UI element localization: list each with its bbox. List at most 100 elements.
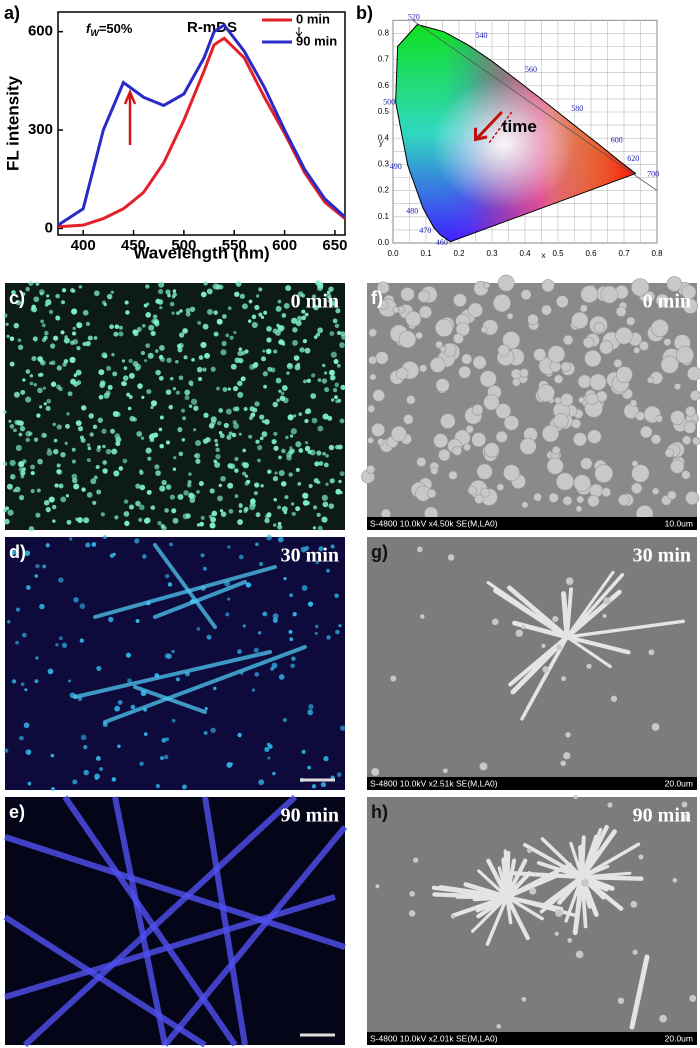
particle xyxy=(128,504,135,510)
particle xyxy=(285,435,289,440)
crystal xyxy=(73,650,272,699)
particle xyxy=(132,329,138,335)
sphere xyxy=(483,394,500,411)
particle xyxy=(218,483,223,488)
particle xyxy=(55,293,60,299)
particle xyxy=(164,754,169,760)
sphere xyxy=(435,340,443,349)
particle xyxy=(89,432,94,437)
particle xyxy=(27,781,32,786)
particle xyxy=(184,389,191,396)
particle xyxy=(253,362,259,368)
particle xyxy=(328,286,334,292)
particle xyxy=(152,314,158,320)
needle xyxy=(564,589,622,640)
cie-wavelength: 500 xyxy=(383,98,395,107)
particle xyxy=(275,305,282,312)
sphere xyxy=(417,290,430,303)
particle xyxy=(185,513,191,519)
particle xyxy=(75,420,82,427)
sphere xyxy=(552,615,559,623)
particle xyxy=(155,470,161,476)
sphere xyxy=(484,442,500,458)
particle xyxy=(128,395,133,399)
particle xyxy=(334,382,340,388)
particle xyxy=(124,300,129,305)
particle xyxy=(13,322,20,329)
particle xyxy=(100,512,105,517)
particle xyxy=(275,377,282,384)
particle xyxy=(171,295,176,299)
particle xyxy=(197,376,203,382)
particle xyxy=(31,356,37,362)
particle xyxy=(291,511,296,517)
particle xyxy=(257,631,262,635)
particle xyxy=(166,653,172,659)
particle xyxy=(235,281,242,287)
sphere xyxy=(650,319,669,337)
sphere xyxy=(676,346,694,364)
particle xyxy=(61,288,67,293)
particle xyxy=(20,474,25,479)
x-tick-label: 450 xyxy=(121,237,146,254)
particle xyxy=(55,643,59,647)
particle xyxy=(71,447,76,452)
particle xyxy=(340,331,346,337)
sphere xyxy=(467,485,478,496)
particle xyxy=(175,677,180,682)
particle xyxy=(311,294,317,299)
particle xyxy=(105,448,112,455)
particle xyxy=(286,371,290,375)
particle xyxy=(43,402,47,406)
particle xyxy=(278,674,285,680)
particle xyxy=(266,742,271,747)
sphere xyxy=(461,353,473,365)
particle xyxy=(285,285,292,292)
particle xyxy=(209,488,215,494)
particle xyxy=(2,461,8,467)
particle xyxy=(18,467,23,472)
particle xyxy=(143,732,148,736)
particle xyxy=(96,489,102,495)
particle xyxy=(219,509,224,513)
sphere xyxy=(635,411,645,421)
crystal-fiber xyxy=(22,794,298,1048)
particle xyxy=(287,414,294,421)
particle xyxy=(330,398,335,402)
cie-x-label: x xyxy=(542,251,546,260)
crystal xyxy=(153,543,217,629)
particle xyxy=(267,366,273,372)
sphere xyxy=(371,423,386,437)
particle xyxy=(312,526,317,530)
particle xyxy=(101,352,108,359)
particle xyxy=(42,564,47,569)
particle xyxy=(292,327,298,333)
particle xyxy=(140,436,145,440)
sphere xyxy=(419,364,428,373)
needle xyxy=(486,858,510,900)
panel-label: b) xyxy=(356,3,373,23)
particle xyxy=(15,640,19,645)
cie-wavelength: 460 xyxy=(436,238,448,247)
time-arrow xyxy=(474,110,503,142)
sphere xyxy=(377,438,385,446)
particle xyxy=(178,451,184,457)
particle xyxy=(87,446,92,451)
particle xyxy=(103,302,107,307)
particle xyxy=(266,337,272,343)
particle xyxy=(218,408,224,413)
panel-label: f) xyxy=(371,288,383,308)
sphere xyxy=(533,492,542,502)
sphere xyxy=(575,950,584,959)
particle xyxy=(56,365,62,371)
particle xyxy=(215,453,221,460)
particle xyxy=(266,512,272,518)
needle xyxy=(580,864,610,879)
particle xyxy=(52,519,56,523)
particle xyxy=(316,285,323,292)
particle xyxy=(311,373,316,378)
sphere xyxy=(448,470,458,480)
particle xyxy=(144,517,151,524)
sem-image xyxy=(367,537,697,790)
sphere xyxy=(496,483,505,491)
